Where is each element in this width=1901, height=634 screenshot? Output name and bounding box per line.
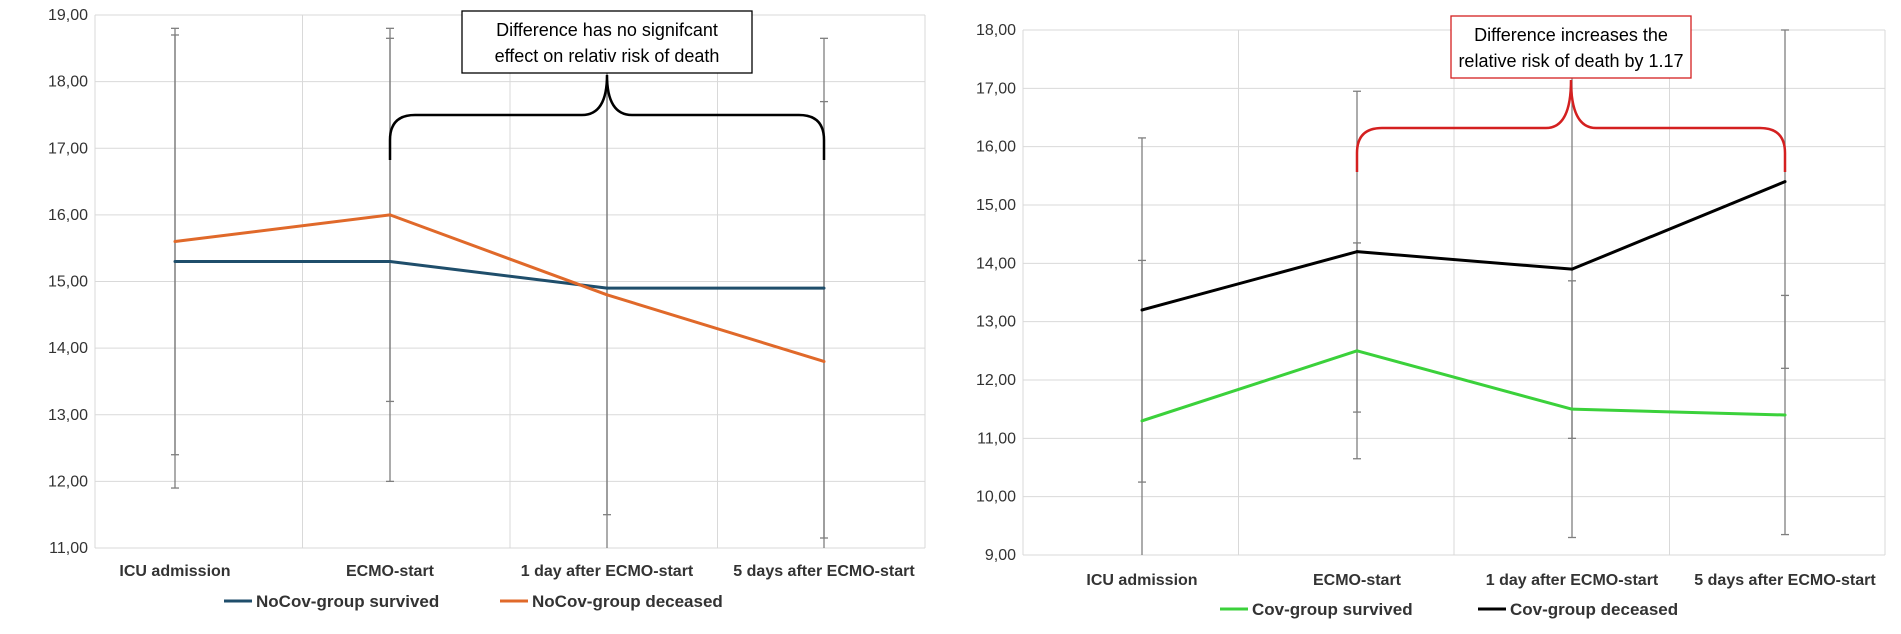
data-point [1355, 250, 1359, 254]
data-point [173, 240, 177, 244]
data-point [605, 293, 609, 297]
y-tick-label: 17,00 [976, 80, 1016, 97]
data-point [1783, 413, 1787, 417]
y-tick-label: 16,00 [48, 207, 88, 224]
y-tick-label: 14,00 [976, 255, 1016, 272]
data-point [388, 260, 392, 264]
series-line-2 [174, 213, 825, 363]
series-line-1 [1141, 349, 1786, 423]
x-tick-label: ECMO-start [346, 563, 435, 580]
legend-label: Cov-group survived [1252, 600, 1413, 619]
x-tick-label: ICU admission [119, 563, 230, 580]
annotation-box [1450, 15, 1692, 79]
series-line-2 [1141, 180, 1786, 312]
data-point [822, 359, 826, 363]
x-tick-label: 5 days after ECMO-start [733, 563, 915, 580]
y-tick-label: 12,00 [48, 473, 88, 490]
annotation-brace [1355, 79, 1787, 172]
y-tick-label: 10,00 [976, 489, 1016, 506]
legend-label: Cov-group deceased [1510, 600, 1678, 619]
annotation-box [461, 10, 753, 74]
legend-label: NoCov-group deceased [532, 592, 723, 611]
data-point [1355, 349, 1359, 353]
y-tick-label: 13,00 [976, 314, 1016, 331]
y-tick-label: 16,00 [976, 139, 1016, 156]
annotation-text: effect on relativ risk of death [495, 46, 720, 66]
data-point [822, 286, 826, 290]
y-tick-label: 9,00 [985, 547, 1016, 564]
series-line-1 [175, 260, 824, 290]
data-point [1570, 267, 1574, 271]
annotation-text: relative risk of death by 1.17 [1458, 51, 1683, 71]
y-tick-label: 15,00 [48, 274, 88, 291]
x-tick-label: 1 day after ECMO-start [521, 563, 694, 580]
x-tick-label: 1 day after ECMO-start [1486, 572, 1659, 589]
data-point [1570, 407, 1574, 411]
y-tick-label: 18,00 [48, 74, 88, 91]
annotation-text: Difference increases the [1474, 25, 1668, 45]
data-point [388, 213, 392, 217]
y-tick-label: 11,00 [977, 430, 1016, 447]
x-tick-label: ICU admission [1086, 572, 1197, 589]
y-tick-label: 11,00 [49, 540, 88, 557]
y-tick-label: 17,00 [48, 140, 88, 157]
y-tick-label: 19,00 [48, 7, 88, 24]
y-tick-label: 14,00 [48, 340, 88, 357]
legend-label: NoCov-group survived [256, 592, 439, 611]
y-tick-label: 13,00 [48, 407, 88, 424]
data-point [605, 286, 609, 290]
chart-1: 11,00 12,00 13,00 14,00 15,00 16,00 17,00 18,00… [48, 7, 926, 611]
y-tick-label: 18,00 [976, 22, 1016, 39]
x-tick-label: ECMO-start [1313, 572, 1402, 589]
annotation-text: Difference has no signifcant [496, 20, 718, 40]
annotation-brace [388, 74, 826, 160]
y-tick-label: 15,00 [976, 197, 1016, 214]
x-tick-label: 5 days after ECMO-start [1694, 572, 1876, 589]
data-point [173, 260, 177, 264]
data-point [1783, 180, 1787, 184]
data-point [1140, 419, 1144, 423]
data-point [1140, 308, 1144, 312]
y-tick-label: 12,00 [976, 372, 1016, 389]
chart-2: 9,00 10,00 11,00 12,00 13,00 14,00 15,00 16,00 1… [976, 15, 1886, 619]
